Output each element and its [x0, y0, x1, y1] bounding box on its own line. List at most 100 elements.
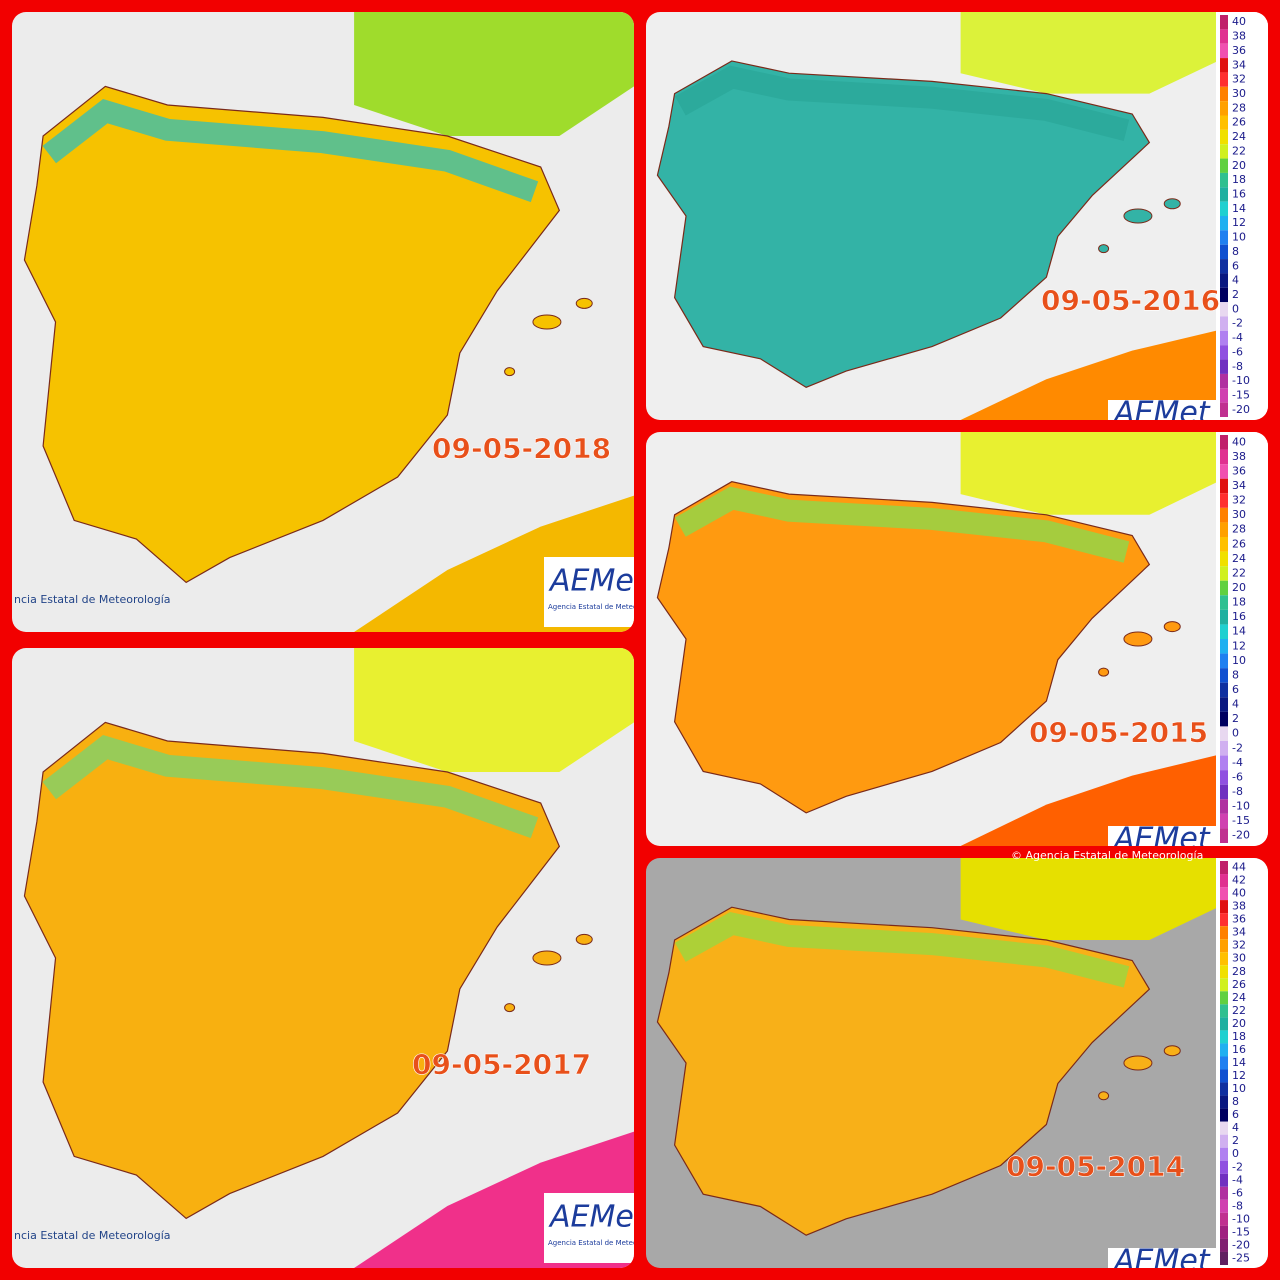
africa: [960, 754, 1218, 846]
legend-swatch: [1220, 1069, 1228, 1083]
legend-swatch: [1220, 537, 1228, 552]
logo-caption: Agencia Estatal de Meteorología: [548, 603, 661, 611]
legend-label: 12: [1232, 216, 1246, 229]
legend-swatch: [1220, 129, 1228, 145]
legend-swatch: [1220, 1043, 1228, 1057]
island: [1123, 631, 1153, 647]
legend-swatch: [1220, 609, 1228, 625]
legend-label: 28: [1232, 101, 1246, 114]
map-panel: ncia Estatal de Meteorología AEMet Agencia…: [12, 12, 661, 632]
legend-swatch: [1220, 359, 1228, 374]
legend-label: 38: [1232, 30, 1246, 43]
legend-swatch: [1220, 939, 1228, 953]
island: [532, 950, 562, 966]
island: [1098, 1091, 1110, 1101]
legend-swatch: [1220, 1173, 1228, 1187]
north-coast-band: [42, 99, 539, 203]
logo: AEMet: [1112, 822, 1211, 857]
legend-swatch: [1220, 464, 1228, 479]
legend-swatch: [1220, 330, 1228, 346]
map-panel: 4038363432302826242220181614121086420-2-…: [646, 12, 1268, 431]
legend-label: 8: [1232, 1095, 1239, 1108]
legend-label: 34: [1232, 479, 1246, 492]
legend-label: 6: [1232, 1108, 1239, 1121]
logo-caption: Agencia Estatal de Meteorología: [548, 1239, 661, 1247]
north-coast-band: [42, 735, 539, 839]
iberia: [656, 906, 1151, 1236]
north-coast-band: [674, 911, 1130, 988]
legend-label: 32: [1232, 939, 1246, 952]
iberia: [23, 85, 561, 584]
legend-swatch: [1220, 230, 1228, 245]
logo-box: [544, 557, 634, 627]
legend-swatch: [1220, 72, 1228, 87]
legend-label: 40: [1232, 435, 1246, 448]
legend-label: -4: [1232, 331, 1243, 344]
legend-swatch: [1220, 682, 1228, 698]
island: [1163, 1045, 1181, 1057]
attribution: ncia Estatal de Meteorología: [14, 593, 171, 606]
legend-label: -4: [1232, 756, 1243, 769]
legend-swatch: [1220, 861, 1228, 875]
legend-label: 18: [1232, 173, 1246, 186]
legend-swatch: [1220, 991, 1228, 1005]
island: [504, 1003, 516, 1013]
map-panel: ncia Estatal de Meteorología AEMet Agencia…: [12, 648, 661, 1268]
legend-label: -20: [1232, 829, 1250, 842]
map-area: 4038363432302826242220181614121086420-2-…: [646, 432, 1268, 857]
legend-swatch: [1220, 668, 1228, 683]
legend-label: -15: [1232, 1225, 1250, 1238]
legend-swatch: [1220, 478, 1228, 494]
legend-label: -20: [1232, 403, 1250, 416]
legend-swatch: [1220, 373, 1228, 389]
legend-label: 14: [1232, 625, 1246, 638]
legend-swatch: [1220, 828, 1228, 843]
legend-swatch: [1220, 1147, 1228, 1161]
legend-swatch: [1220, 1160, 1228, 1174]
island: [575, 297, 593, 309]
africa: [960, 330, 1218, 420]
france: [960, 432, 1218, 515]
legend-swatch: [1220, 216, 1228, 231]
logo: AEMet: [1112, 396, 1211, 431]
legend-label: 32: [1232, 73, 1246, 86]
legend-label: 20: [1232, 581, 1246, 594]
legend-label: 30: [1232, 952, 1246, 965]
legend-swatch: [1220, 1030, 1228, 1044]
legend-label: -8: [1232, 1199, 1243, 1212]
legend-label: 22: [1232, 566, 1246, 579]
legend-swatch: [1220, 900, 1228, 914]
legend-label: 26: [1232, 978, 1246, 991]
legend-label: 30: [1232, 87, 1246, 100]
legend-label: 12: [1232, 1069, 1246, 1082]
logo: AEMet: [548, 1200, 647, 1235]
legend-label: 24: [1232, 130, 1246, 143]
legend-label: 42: [1232, 874, 1246, 887]
legend-swatch: [1220, 115, 1228, 130]
island: [532, 314, 562, 330]
legend-label: -10: [1232, 800, 1250, 813]
iberia: [656, 60, 1151, 389]
legend-swatch: [1220, 1238, 1228, 1252]
legend-swatch: [1220, 86, 1228, 102]
legend-label: 28: [1232, 523, 1246, 536]
france: [960, 858, 1218, 940]
map-panel: 4442403836343230282624222018161412108642…: [646, 849, 1268, 1268]
africa: [960, 1177, 1218, 1268]
legend-swatch: [1220, 187, 1228, 202]
legend-label: 22: [1232, 1004, 1246, 1017]
legend-swatch: [1220, 1017, 1228, 1031]
legend-label: 24: [1232, 552, 1246, 565]
legend-label: -8: [1232, 785, 1243, 798]
legend-label: 34: [1232, 926, 1246, 939]
legend-swatch: [1220, 29, 1228, 44]
attribution: © Agencia Estatal de Meteorología: [1011, 849, 1203, 862]
legend-swatch: [1220, 1134, 1228, 1148]
map-area: 4038363432302826242220181614121086420-2-…: [646, 12, 1268, 431]
island: [1163, 198, 1181, 210]
legend-swatch: [1220, 1082, 1228, 1096]
iberia: [23, 721, 561, 1220]
legend-label: -6: [1232, 345, 1243, 358]
legend-swatch: [1220, 287, 1228, 303]
